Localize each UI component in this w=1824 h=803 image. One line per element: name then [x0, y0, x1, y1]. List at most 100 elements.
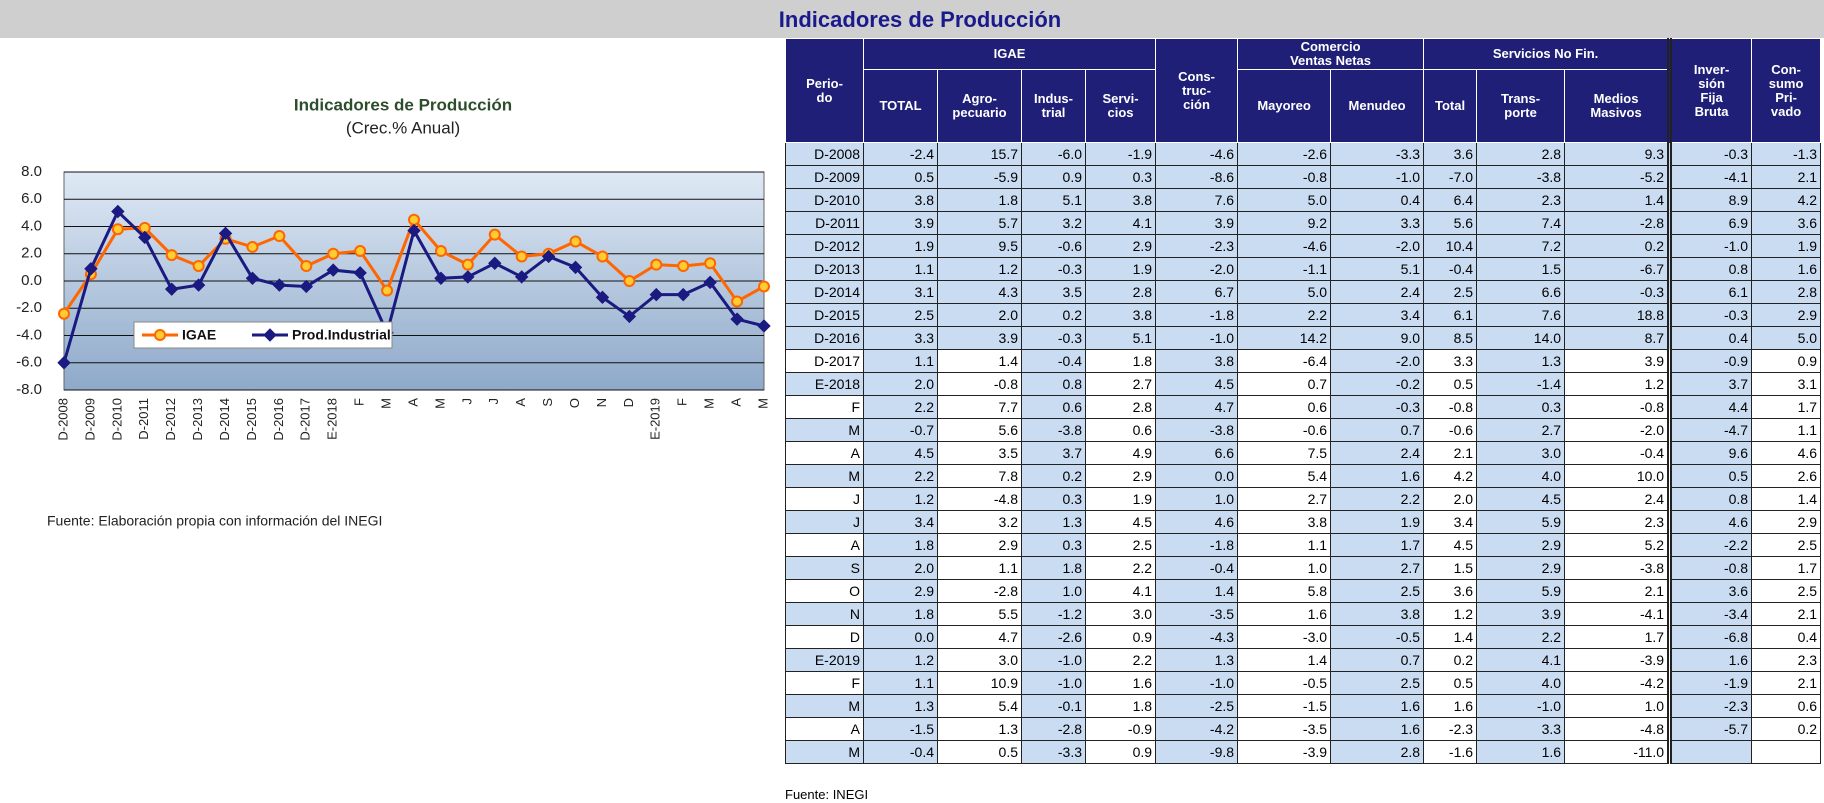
value-cell: 4.2 — [1751, 188, 1822, 212]
value-cell: -0.4 — [863, 740, 938, 764]
point — [622, 309, 637, 324]
point — [111, 223, 124, 236]
value-cell: 1.7 — [1330, 533, 1425, 557]
value-cell: 2.1 — [1423, 441, 1478, 465]
value-cell: 9.6 — [1667, 441, 1753, 465]
value-cell: 1.6 — [1423, 694, 1478, 718]
value-cell: 3.0 — [1476, 441, 1566, 465]
value-cell: 3.8 — [1330, 602, 1425, 626]
point — [300, 260, 313, 273]
value-cell: -3.8 — [1155, 418, 1239, 442]
point — [353, 266, 367, 280]
point — [569, 235, 582, 248]
value-cell: 1.6 — [1330, 694, 1425, 718]
value-cell: 0.3 — [1021, 487, 1086, 511]
x-tick-label: M — [755, 398, 770, 409]
value-cell: -4.7 — [1667, 418, 1753, 442]
value-cell: 1.1 — [1237, 533, 1332, 557]
value-cell: -4.1 — [1564, 602, 1671, 626]
legend-marker — [154, 329, 166, 341]
value-cell: 0.2 — [1021, 303, 1086, 327]
point — [245, 271, 260, 285]
header-line: TOTAL — [879, 98, 922, 113]
period-cell: F — [785, 395, 864, 419]
header-line: trial — [1041, 105, 1066, 120]
header-line: vado — [1770, 103, 1802, 119]
point — [57, 356, 71, 370]
period-cell: N — [785, 602, 864, 626]
value-cell: 2.8 — [1476, 142, 1566, 166]
value-cell: -4.2 — [1564, 671, 1671, 695]
value-cell: 1.7 — [1751, 556, 1822, 580]
value-cell: 7.4 — [1476, 211, 1566, 235]
value-cell: -0.4 — [1423, 257, 1478, 281]
header-line: Total — [1435, 98, 1466, 113]
value-cell: -1.5 — [1237, 694, 1332, 718]
value-cell: 3.9 — [1564, 349, 1671, 373]
value-cell: 1.1 — [937, 556, 1022, 580]
value-cell — [1667, 740, 1753, 764]
table-row: D-2014 3.1 4.3 3.5 2.8 6.7 5.0 2.4 2.5 6.6 -0.3 6.1… — [785, 280, 1822, 304]
table-row: F 2.2 7.7 0.6 2.8 4.7 0.6 -0.3 -0.8 0.3 -0.8 4.4 1.7 — [785, 395, 1822, 419]
value-cell: 5.5 — [937, 602, 1022, 626]
value-cell: 4.6 — [1667, 510, 1753, 534]
value-cell: 18.8 — [1564, 303, 1671, 327]
header-line: do — [816, 89, 833, 105]
value-cell: 0.2 — [1423, 648, 1478, 672]
point — [488, 256, 502, 270]
value-cell: 0.5 — [1667, 464, 1753, 488]
period-cell: F — [785, 671, 864, 695]
value-cell: -1.8 — [1155, 533, 1239, 557]
legend-label: IGAE — [182, 327, 216, 343]
point — [461, 270, 475, 284]
point — [299, 279, 314, 294]
value-cell: 5.1 — [1021, 188, 1086, 212]
value-cell: 0.3 — [1476, 395, 1566, 419]
value-cell: 2.7 — [1084, 372, 1157, 396]
point — [191, 278, 206, 292]
table-row: D-2017 1.1 1.4 -0.4 1.8 3.8 -6.4 -2.0 3.3 1.3 3.9-… — [785, 349, 1822, 373]
table-row: D-2015 2.5 2.0 0.2 3.8 -1.8 2.2 3.4 6.1 7.6 18.8 -0… — [785, 303, 1822, 327]
table-row: D-2008 -2.4 15.7 -6.0 -1.9 -4.6 -2.6 -3.3 3.6 2.8… — [785, 142, 1822, 166]
value-cell: 1.4 — [1423, 625, 1478, 649]
value-cell: 3.8 — [1084, 303, 1157, 327]
y-tick-label: -4.0 — [16, 326, 42, 343]
value-cell: -1.0 — [1021, 648, 1086, 672]
value-cell: 0.6 — [1084, 418, 1157, 442]
value-cell: 0.8 — [1021, 372, 1086, 396]
value-cell: -1.6 — [1423, 740, 1478, 764]
value-cell: 3.8 — [1155, 349, 1239, 373]
chart-note: Fuente: Elaboración propia con informaci… — [47, 513, 382, 529]
value-cell: 5.6 — [1423, 211, 1478, 235]
value-cell: 1.3 — [1476, 349, 1566, 373]
value-cell: 2.2 — [1330, 487, 1425, 511]
header-line: Menudeo — [1348, 98, 1406, 113]
period-cell: D-2009 — [785, 165, 864, 189]
value-cell: 2.0 — [863, 556, 938, 580]
period-cell: J — [785, 510, 864, 534]
value-cell: -0.3 — [1667, 303, 1753, 327]
value-cell: -3.5 — [1155, 602, 1239, 626]
value-cell: 1.6 — [1476, 740, 1566, 764]
header-line: Agro- — [962, 91, 997, 106]
period-cell: M — [785, 694, 864, 718]
value-cell: -0.4 — [1564, 441, 1671, 465]
value-cell: -2.0 — [1330, 234, 1425, 258]
value-cell: 1.2 — [937, 257, 1022, 281]
value-cell: 2.5 — [1330, 579, 1425, 603]
value-cell: 2.7 — [1476, 418, 1566, 442]
value-cell: 1.4 — [1564, 188, 1671, 212]
value-cell: 2.5 — [1751, 533, 1822, 557]
header-line: Fija — [1700, 89, 1723, 105]
header-line: Pri- — [1775, 89, 1797, 105]
value-cell: -4.2 — [1155, 717, 1239, 741]
value-cell: 2.3 — [1476, 188, 1566, 212]
point — [704, 257, 717, 270]
value-cell: 4.7 — [1155, 395, 1239, 419]
value-cell: 4.9 — [1084, 441, 1157, 465]
value-cell: 7.6 — [1476, 303, 1566, 327]
table-row: D-2013 1.1 1.2 -0.3 1.9 -2.0 -1.1 5.1 -0.4 1.5 -6.… — [785, 257, 1822, 281]
value-cell: 4.0 — [1476, 464, 1566, 488]
point — [434, 245, 447, 258]
period-cell: D-2017 — [785, 349, 864, 373]
